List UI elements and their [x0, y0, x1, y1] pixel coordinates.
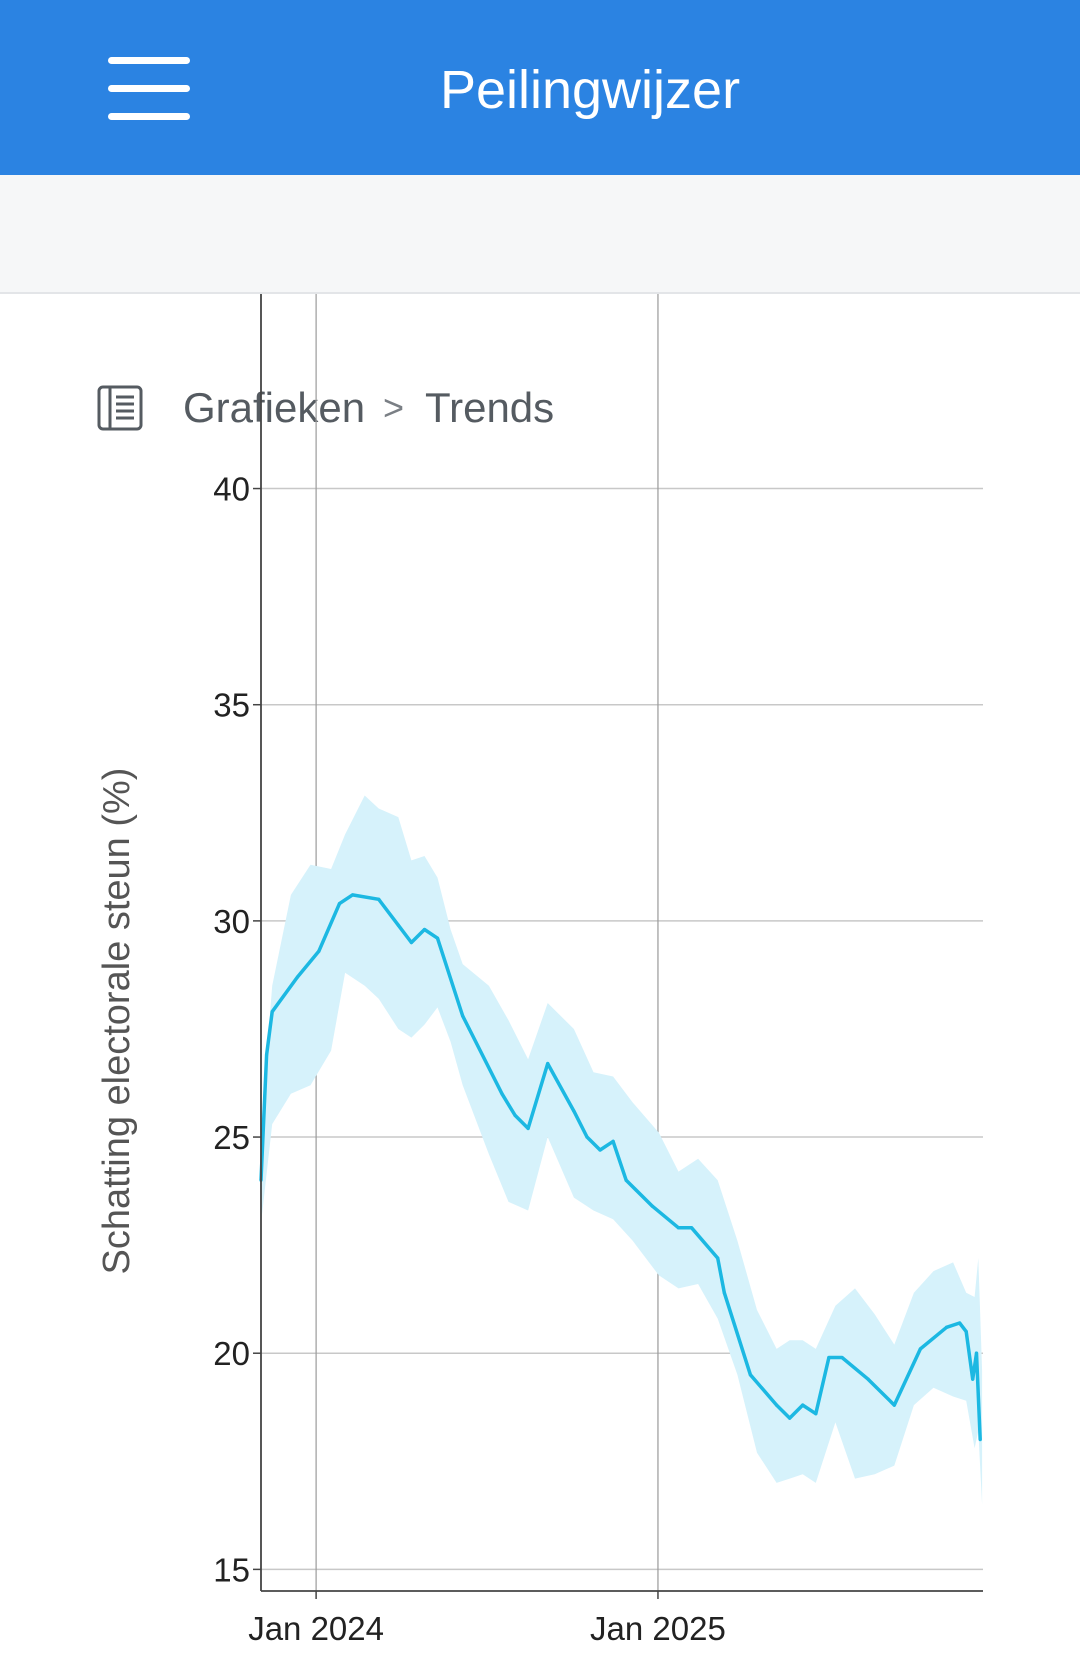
data-point-5 [337, 901, 342, 906]
data-point-39 [958, 1321, 962, 1325]
data-point-43 [978, 1438, 982, 1442]
y-tick-label-20: 20 [213, 1335, 250, 1372]
data-point-22 [624, 1178, 628, 1182]
data-point-27 [722, 1291, 726, 1295]
hamburger-menu-icon[interactable] [108, 57, 190, 121]
breadcrumb: Grafieken > Trends [0, 175, 1080, 431]
document-list-icon [97, 385, 143, 431]
tick-labels: 15 20 25 30 35 40 Jan 2024 Jan 2025 [213, 471, 726, 1647]
data-point-29 [774, 1403, 779, 1407]
data-point-26 [716, 1256, 720, 1260]
data-point-25 [689, 1226, 694, 1230]
data-point-28 [748, 1373, 753, 1377]
data-point-21 [611, 1139, 615, 1143]
data-point-11 [435, 936, 440, 940]
y-axis-label: Schatting electorale steun (%) [96, 768, 138, 1275]
y-tick-label-25: 25 [213, 1119, 250, 1156]
data-point-35 [866, 1377, 870, 1381]
data-point-14 [500, 1092, 504, 1096]
data-point-8 [396, 923, 400, 927]
data-point-31 [801, 1403, 805, 1407]
data-point-9 [409, 940, 413, 945]
confidence-band [261, 795, 983, 1505]
data-point-19 [585, 1135, 589, 1139]
data-point-42 [974, 1351, 979, 1355]
data-point-32 [814, 1412, 818, 1416]
data-point-12 [461, 1014, 465, 1018]
chart-axes [260, 294, 983, 1592]
data-point-16 [526, 1126, 530, 1131]
data-point-24 [676, 1226, 681, 1230]
data-point-37 [918, 1347, 923, 1351]
data-point-10 [422, 927, 427, 932]
data-point-20 [598, 1148, 602, 1152]
data-point-38 [944, 1325, 949, 1329]
app-header: Peilingwijzer [0, 0, 1080, 175]
y-tick-label-15: 15 [213, 1551, 250, 1588]
y-tick-label-35: 35 [213, 687, 250, 724]
data-point-15 [513, 1113, 517, 1118]
data-point-7 [377, 897, 381, 901]
data-point-1 [265, 1053, 269, 1057]
x-tick-label-1: Jan 2025 [590, 1610, 726, 1647]
data-point-40 [964, 1330, 968, 1334]
data-point-41 [971, 1377, 975, 1381]
data-point-34 [840, 1355, 844, 1360]
y-tick-label-40: 40 [213, 471, 250, 508]
breadcrumb-separator: > [383, 387, 405, 428]
breadcrumb-item-grafieken[interactable]: Grafieken [183, 384, 366, 431]
data-point-4 [317, 949, 321, 953]
data-point-3 [295, 975, 300, 979]
breadcrumb-item-trends: Trends [425, 384, 555, 431]
data-point-6 [350, 893, 355, 897]
x-tick-label-0: Jan 2024 [248, 1610, 384, 1647]
data-point-36 [892, 1403, 896, 1407]
data-point-17 [546, 1061, 550, 1066]
data-point-18 [572, 1109, 576, 1113]
y-tick-label-30: 30 [213, 903, 250, 940]
data-point-33 [827, 1355, 831, 1360]
data-point-30 [788, 1416, 792, 1420]
trend-line [259, 893, 982, 1440]
data-point-13 [467, 1027, 471, 1031]
data-point-2 [270, 1010, 274, 1014]
trend-chart: 15 20 25 30 35 40 Jan 2024 Jan 2025 Schatting e… [96, 294, 983, 1647]
data-point-23 [650, 1204, 654, 1208]
app-title: Peilingwijzer [439, 60, 741, 120]
